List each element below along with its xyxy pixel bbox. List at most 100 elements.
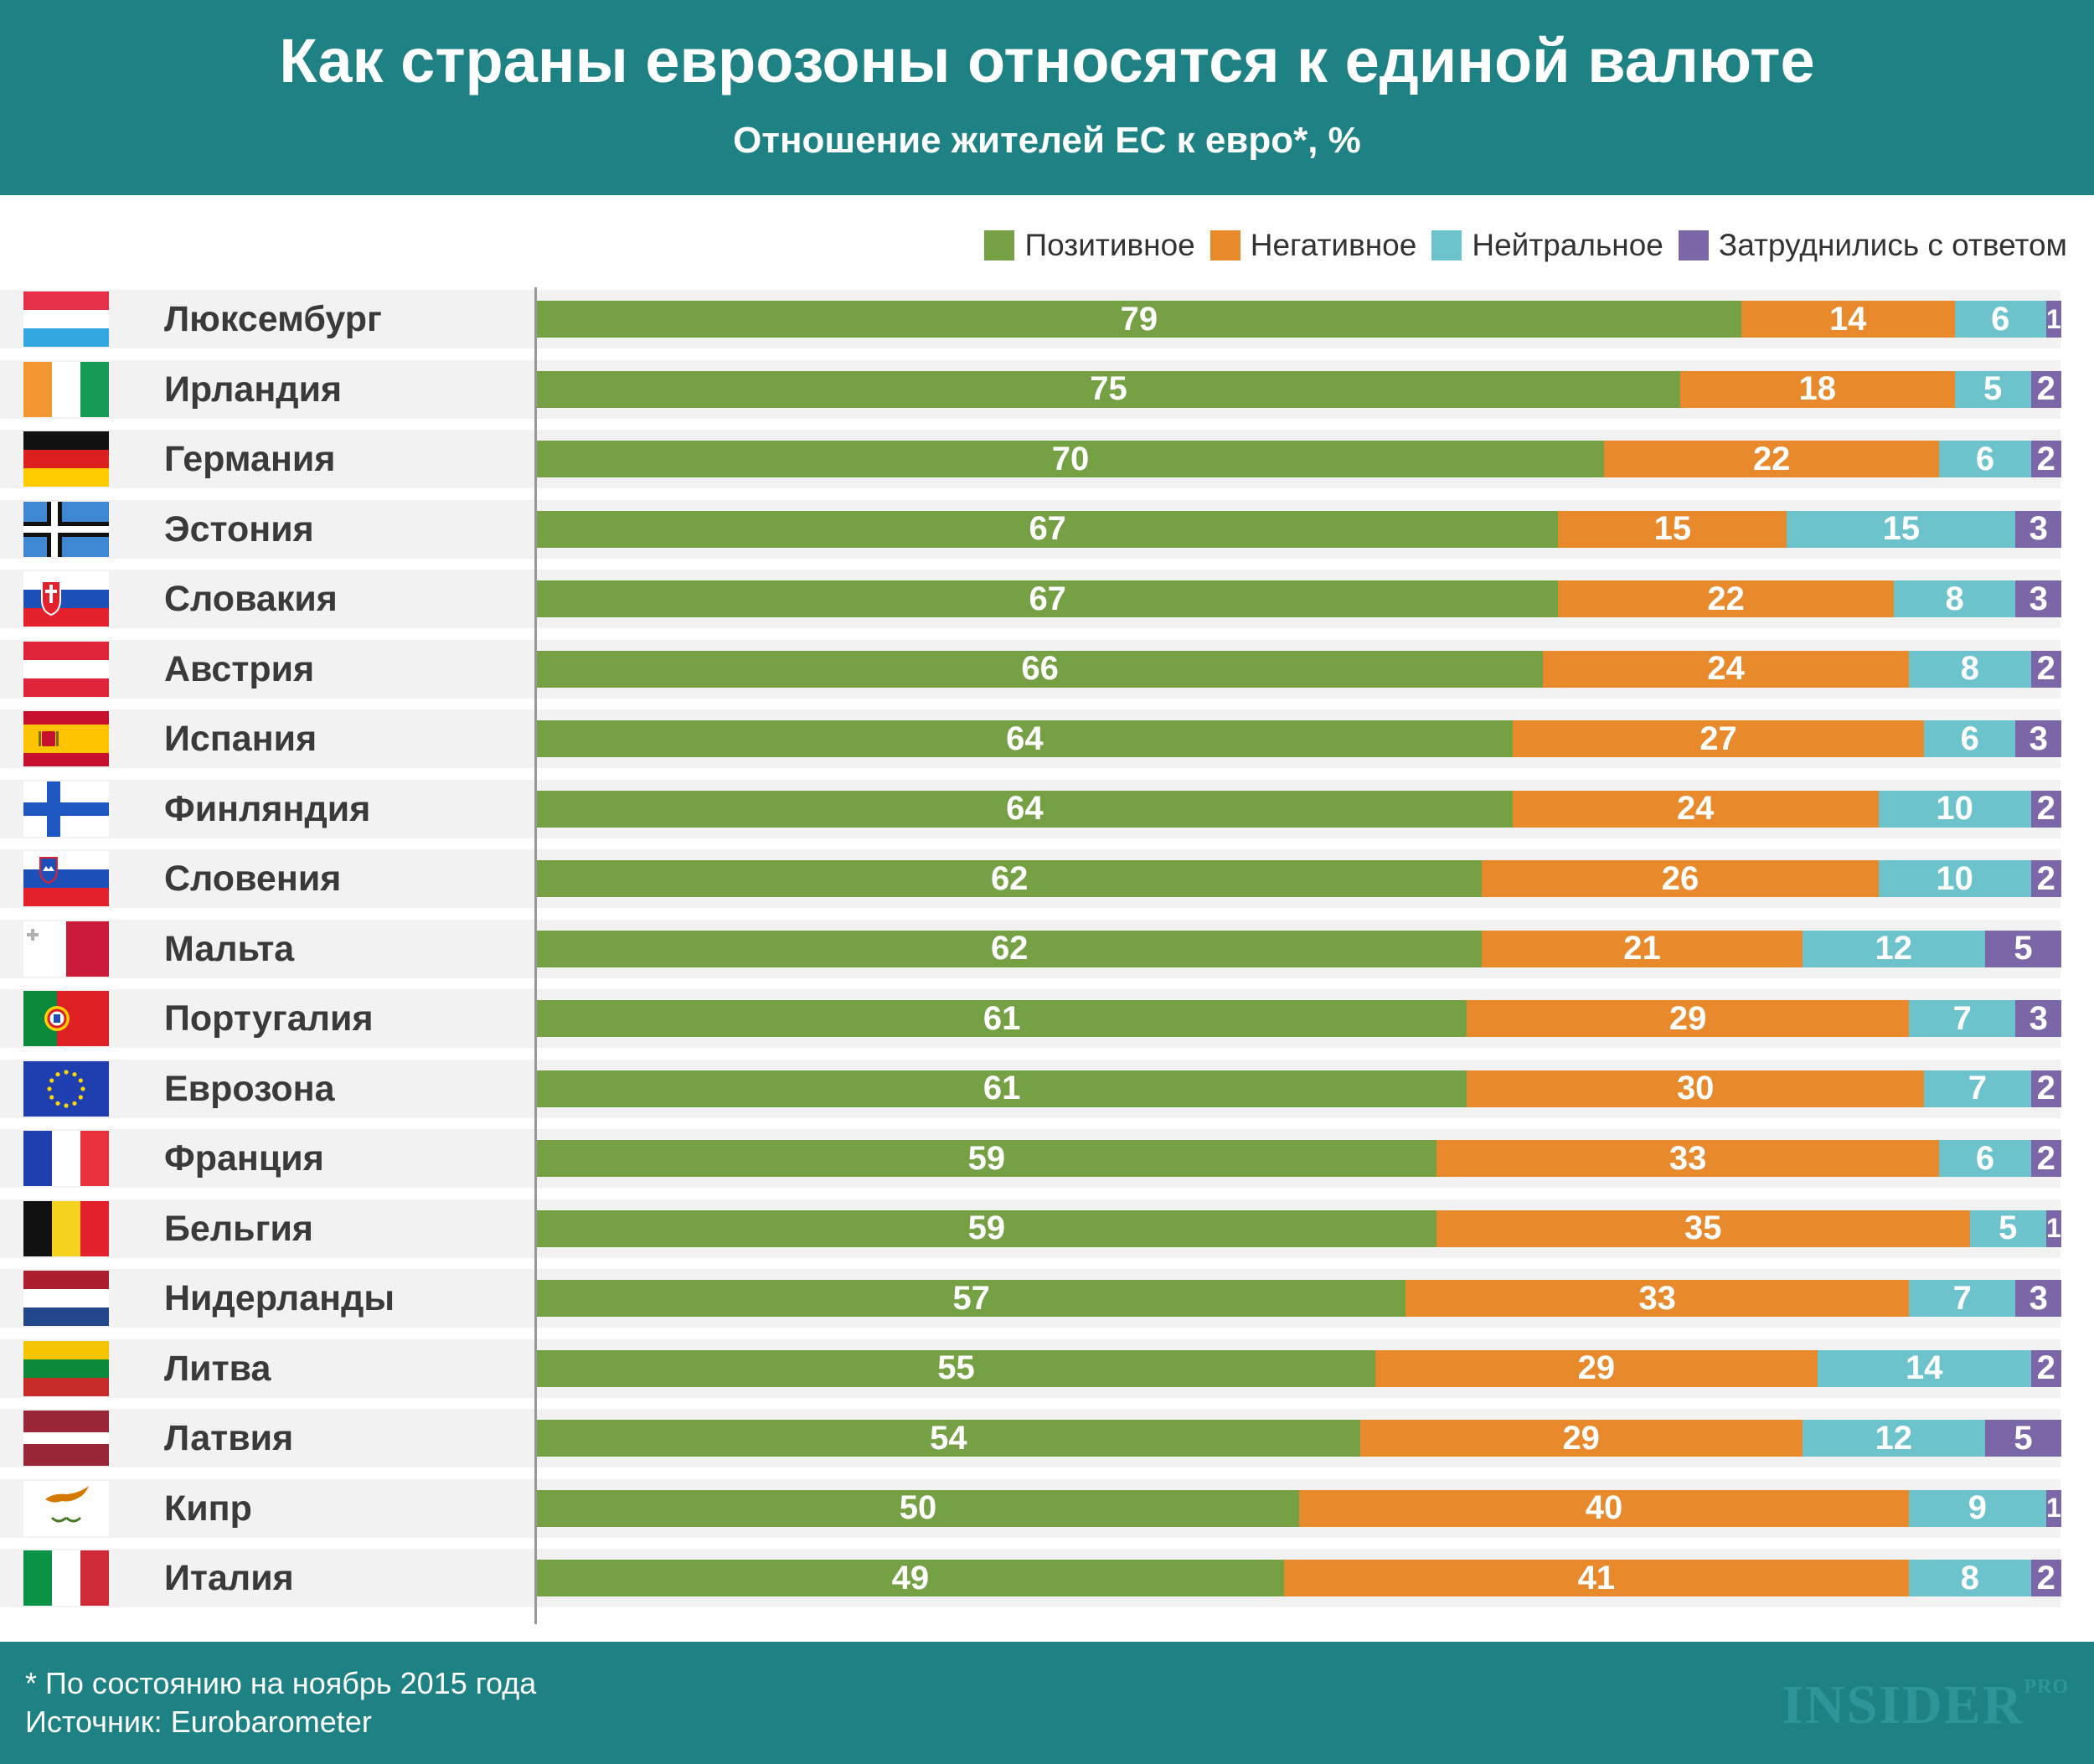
bar-segment-positive: 61: [537, 1070, 1467, 1107]
bar-segment-neutral: 8: [1909, 1560, 2031, 1596]
bar-segment-unsure: 2: [2030, 1560, 2061, 1596]
bar-segment-unsure: 3: [2015, 510, 2061, 548]
data-label: 7: [1968, 1070, 1987, 1107]
bar-segment-negative: 22: [1558, 580, 1894, 617]
data-label: 14: [1828, 301, 1867, 338]
bar-segment-neutral: 12: [1802, 930, 1985, 967]
category-label: Словакия: [164, 579, 338, 619]
data-label: 7: [1952, 1280, 1972, 1317]
bar-segment-positive: 59: [537, 1210, 1436, 1247]
category-label: Мальта: [164, 928, 295, 969]
bar-segment-negative: 24: [1512, 790, 1879, 828]
data-label: 22: [1707, 580, 1745, 617]
bar-segment-negative: 14: [1741, 301, 1955, 338]
chart-title: Как страны еврозоны относятся к единой в…: [279, 26, 1815, 95]
bar-segment-unsure: 2: [2030, 1349, 2061, 1387]
chart-row: Испания 64 27 6 3: [0, 709, 2061, 768]
bar-segment-negative: 29: [1375, 1349, 1818, 1387]
chart-row: Кипр 50 40 9 1: [0, 1478, 2061, 1538]
data-label: 2: [2036, 650, 2055, 688]
chart-subtitle: Отношение жителей ЕС к евро*, %: [733, 120, 1361, 161]
bar-segment-neutral: 12: [1802, 1420, 1985, 1457]
bar-segment-unsure: 2: [2030, 1070, 2061, 1107]
category-label: Литва: [164, 1348, 271, 1389]
data-label: 79: [1120, 301, 1158, 338]
data-label: 8: [1960, 1560, 1979, 1596]
y-axis-line: [534, 287, 537, 1624]
source-note: Источник: Eurobarometer: [25, 1705, 372, 1739]
data-label: 21: [1623, 930, 1661, 967]
bar-segment-neutral: 6: [1939, 441, 2031, 477]
flag-cy-icon: [23, 1480, 109, 1536]
bar-segment-unsure: 2: [2030, 650, 2061, 688]
logo-sup: PRO: [2024, 1676, 2069, 1698]
data-label: 15: [1653, 510, 1692, 548]
data-label: 67: [1029, 580, 1066, 617]
flag-lu-icon: [23, 291, 109, 347]
bar-segment-neutral: 15: [1787, 510, 2016, 548]
data-label: 2: [2036, 441, 2055, 477]
bar-segment-positive: 67: [537, 580, 1559, 617]
data-label: 33: [1668, 1140, 1707, 1177]
bar-segment-neutral: 10: [1878, 790, 2031, 828]
data-label: 29: [1562, 1420, 1600, 1457]
bar-segment-neutral: 7: [1909, 1280, 2016, 1317]
chart-row: Люксембург 79 14 6 1: [0, 290, 2061, 348]
category-label: Словения: [164, 859, 342, 899]
category-label: Германия: [164, 439, 336, 479]
chart-row: Латвия 54 29 12 5: [0, 1409, 2061, 1467]
bar-segment-neutral: 9: [1909, 1489, 2046, 1527]
chart-row: Мальта 62 21 12 5: [0, 919, 2061, 978]
brand-logo: INSIDERPRO: [1782, 1674, 2069, 1737]
chart-legend: Позитивное Негативное Нейтральное Затруднил…: [984, 224, 2067, 266]
flag-de-icon: [23, 431, 109, 487]
bar-segment-unsure: 5: [1985, 1420, 2061, 1457]
data-label: 15: [1882, 510, 1921, 548]
bar-segment-negative: 29: [1467, 1000, 1909, 1037]
bar-segment-neutral: 8: [1893, 580, 2016, 617]
bar-segment-unsure: 2: [2030, 860, 2061, 897]
chart-row: Италия 49 41 8 2: [0, 1549, 2061, 1607]
bar-segment-positive: 70: [537, 441, 1604, 477]
bar-segment-positive: 62: [537, 930, 1483, 967]
chart-row: Португалия 61 29 7 3: [0, 989, 2061, 1048]
category-label: Франция: [164, 1138, 324, 1179]
bar-segment-neutral: 10: [1878, 860, 2031, 897]
bar-segment-negative: 26: [1482, 860, 1879, 897]
bar-segment-unsure: 3: [2015, 720, 2061, 757]
data-label: 22: [1752, 441, 1791, 477]
legend-label-positive: Позитивное: [1024, 228, 1195, 262]
category-label: Латвия: [164, 1418, 294, 1458]
data-label: 54: [930, 1420, 967, 1457]
category-label: Нидерланды: [164, 1278, 395, 1318]
chart-row: Литва 55 29 14 2: [0, 1338, 2061, 1398]
chart-row: Словения 62 26 10 2: [0, 849, 2061, 908]
chart-row: Германия 70 22 6 2: [0, 430, 2061, 488]
data-label: 5: [1999, 1210, 2018, 1247]
data-label: 67: [1029, 510, 1066, 548]
legend-label-negative: Негативное: [1250, 228, 1417, 262]
data-label: 26: [1661, 860, 1699, 897]
flag-it-icon: [23, 1550, 109, 1606]
data-label: 5: [1983, 370, 2003, 408]
data-label: 3: [2029, 720, 2048, 757]
bar-segment-positive: 67: [537, 510, 1559, 548]
bar-segment-negative: 30: [1467, 1070, 1925, 1107]
data-label: 41: [1577, 1560, 1616, 1596]
chart-row: Словакия 67 22 8 3: [0, 570, 2061, 628]
category-label: Португалия: [164, 998, 374, 1039]
bar-segment-neutral: 14: [1817, 1349, 2031, 1387]
data-label: 33: [1638, 1280, 1676, 1317]
flag-eu-icon: [23, 1060, 109, 1117]
category-label: Бельгия: [164, 1208, 314, 1249]
data-label: 3: [2029, 580, 2048, 617]
data-label: 8: [1960, 650, 1979, 688]
chart-row: Бельгия 59 35 5 1: [0, 1199, 2061, 1258]
category-label: Ирландия: [164, 369, 343, 410]
bar-segment-negative: 22: [1604, 441, 1940, 477]
flag-mt-icon: [23, 921, 109, 977]
legend-swatch-positive: [984, 230, 1015, 260]
bar-segment-positive: 49: [537, 1560, 1284, 1596]
legend-label-unsure: Затруднились с ответом: [1718, 228, 2067, 262]
bar-segment-unsure: 5: [1985, 930, 2061, 967]
